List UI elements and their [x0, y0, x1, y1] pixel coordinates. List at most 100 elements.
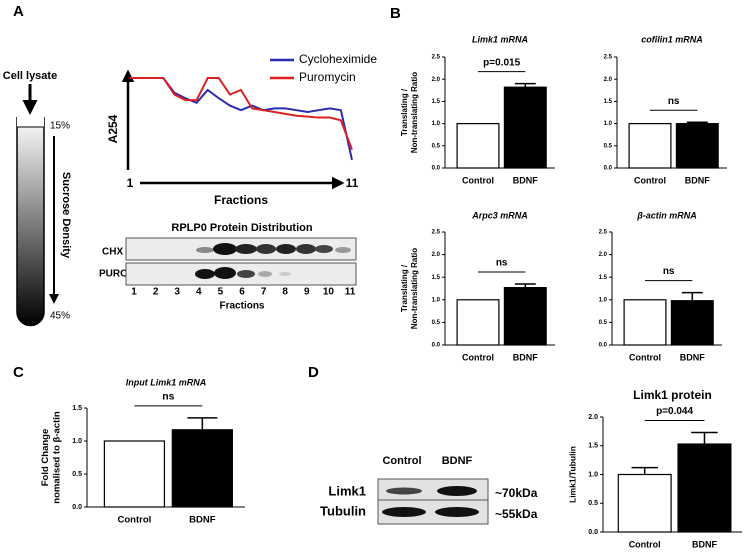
bar: [103, 440, 166, 508]
blot-fraction: 9: [304, 287, 310, 298]
wb-column: BDNF: [442, 455, 473, 467]
y-axis-label: nomalised to β-actin: [52, 411, 63, 504]
panel-letter: C: [13, 364, 24, 381]
bottom-percent: 45%: [50, 311, 70, 322]
blot-fraction: 11: [345, 287, 356, 298]
y-axis-label: Non-translating Ratio: [410, 248, 419, 329]
blot-title: RPLP0 Protein Distribution: [171, 222, 312, 234]
wb-row: Limk1: [328, 483, 366, 498]
chart-title: Limk1 protein: [633, 388, 712, 402]
y-tick-label: 1.0: [432, 297, 441, 303]
y-axis-label: Limk1/Tubulin: [567, 446, 577, 503]
blot-fraction: 2: [153, 287, 159, 298]
x-tick-label: Control: [118, 515, 152, 526]
y-tick-label: 0.0: [432, 343, 441, 349]
bar: [503, 286, 547, 346]
y-axis-label: A254: [106, 114, 120, 143]
bar: [628, 122, 672, 169]
x-tick-label: 11: [346, 176, 359, 190]
panel-letter: D: [308, 364, 319, 381]
bar: [503, 86, 547, 169]
wb-row: Tubulin: [320, 503, 366, 518]
y-tick-label: 1.5: [432, 99, 441, 105]
series-line: [130, 77, 353, 151]
y-tick-label: 1.5: [72, 405, 82, 412]
wb-size: ~55kDa: [495, 507, 538, 521]
y-tick-label: 1.0: [588, 471, 598, 478]
blot-fraction: 10: [323, 287, 335, 298]
y-tick-label: 0.0: [599, 343, 608, 349]
western-blot: [377, 478, 489, 525]
bar: [171, 429, 233, 508]
blot-row-label: PURO: [99, 269, 128, 280]
x-tick-label: 1: [127, 176, 134, 190]
y-tick-label: 0.5: [72, 471, 82, 478]
bar: [623, 299, 667, 346]
y-tick-label: 1.0: [72, 438, 82, 445]
chart-title: Arpc3 mRNA: [471, 210, 528, 220]
y-tick-label: 2.5: [432, 230, 441, 236]
y-tick-label: 1.0: [604, 121, 613, 127]
x-tick-label: BDNF: [513, 175, 538, 185]
y-tick-label: 2.0: [432, 252, 441, 258]
bar: [617, 473, 672, 533]
y-tick-label: 2.5: [432, 55, 441, 61]
y-tick-label: 2.0: [599, 252, 608, 258]
chart-title: β-actin mRNA: [636, 210, 697, 220]
annotation: ns: [496, 258, 508, 269]
x-tick-label: BDNF: [685, 175, 710, 185]
y-tick-label: 2.0: [588, 414, 598, 421]
x-tick-label: BDNF: [513, 352, 538, 362]
x-tick-label: Control: [462, 175, 494, 185]
y-tick-label: 2.0: [432, 77, 441, 83]
x-tick-label: BDNF: [680, 352, 705, 362]
blot-fraction: 7: [261, 287, 267, 298]
blot-fraction: 1: [131, 287, 137, 298]
wb-size: ~70kDa: [495, 486, 538, 500]
sucrose-label: Sucrose Density: [60, 172, 72, 259]
y-axis-label: Fold Change: [40, 429, 51, 487]
y-tick-label: 2.0: [604, 77, 613, 83]
annotation: ns: [668, 96, 680, 107]
x-tick-label: BDNF: [692, 539, 717, 549]
legend-label: Puromycin: [299, 70, 356, 84]
y-axis-label: Translating /: [400, 264, 409, 312]
y-tick-label: 1.0: [599, 297, 608, 303]
bar: [670, 300, 714, 346]
y-tick-label: 1.5: [588, 443, 598, 450]
panel-letter: B: [390, 5, 401, 22]
x-tick-label: Control: [629, 539, 661, 549]
y-tick-label: 0.5: [432, 143, 441, 149]
x-tick-label: Control: [629, 352, 661, 362]
panel-letter: A: [13, 3, 24, 20]
chart-title: Input Limk1 mRNA: [126, 377, 207, 387]
cell-lysate-label: Cell lysate: [3, 70, 57, 82]
y-tick-label: 1.0: [432, 121, 441, 127]
chart-title: Limk1 mRNA: [472, 34, 528, 44]
bar: [675, 122, 719, 169]
blot-xlabel: Fractions: [219, 301, 264, 312]
y-tick-label: 1.5: [432, 275, 441, 281]
y-tick-label: 1.5: [599, 275, 608, 281]
x-tick-label: Control: [462, 352, 494, 362]
top-percent: 15%: [50, 121, 70, 132]
y-axis-label: Non-translating Ratio: [410, 72, 419, 153]
annotation: ns: [162, 391, 174, 403]
legend-label: Cycloheximide: [299, 52, 377, 66]
blot-fraction: 5: [218, 287, 224, 298]
blot-fraction: 8: [282, 287, 288, 298]
y-tick-label: 0.0: [72, 504, 82, 511]
y-tick-label: 0.0: [604, 166, 613, 172]
y-tick-label: 0.5: [604, 143, 613, 149]
x-tick-label: Control: [634, 175, 666, 185]
y-axis-label: Translating /: [400, 88, 409, 136]
annotation: ns: [663, 266, 675, 277]
bar: [677, 443, 732, 533]
annotation: p=0.015: [483, 57, 520, 68]
annotation: p=0.044: [656, 406, 693, 417]
y-tick-label: 1.5: [604, 99, 613, 105]
blot: [125, 237, 357, 286]
blot-fraction: 3: [174, 287, 180, 298]
blot-fraction: 6: [239, 287, 245, 298]
y-tick-label: 0.5: [599, 320, 608, 326]
